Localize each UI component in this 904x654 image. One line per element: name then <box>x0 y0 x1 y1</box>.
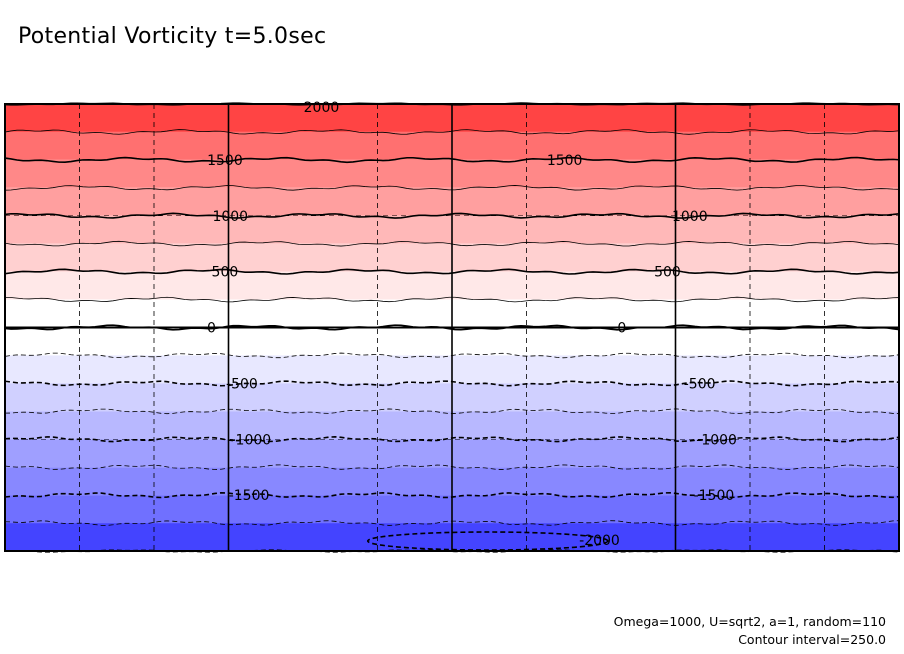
contour-interval-note: Contour interval=250.0 <box>738 632 886 647</box>
contour-label-7: 0 <box>207 321 216 337</box>
contour-label-11: -1000 <box>231 432 272 448</box>
contour-label-15: -2000 <box>579 533 620 549</box>
contour-label-1: 1500 <box>207 153 243 169</box>
contour-label-9: -500 <box>226 376 258 392</box>
contour-label-6: 500 <box>654 265 681 281</box>
chart-title: Potential Vorticity t=5.0sec <box>18 24 327 49</box>
contour-label-12: -1000 <box>696 432 737 448</box>
contour-label-0: 2000 <box>304 100 340 116</box>
contour-label-8: 0 <box>617 321 626 337</box>
parameters-note: Omega=1000, U=sqrt2, a=1, random=110 <box>613 614 886 629</box>
contour-label-10: -500 <box>684 376 716 392</box>
contour-label-4: 1000 <box>672 209 708 225</box>
plot-frame <box>4 103 900 552</box>
contour-label-3: 1000 <box>212 209 248 225</box>
contour-label-14: -1500 <box>694 488 735 504</box>
major-grid <box>5 104 899 551</box>
contour-label-2: 1500 <box>547 153 583 169</box>
contour-label-13: -1500 <box>229 488 270 504</box>
contour-labels: 2000 1500 1500 1000 1000 500 500 0 0 -500 -500 -100… <box>207 100 737 549</box>
contour-label-5: 500 <box>212 265 239 281</box>
